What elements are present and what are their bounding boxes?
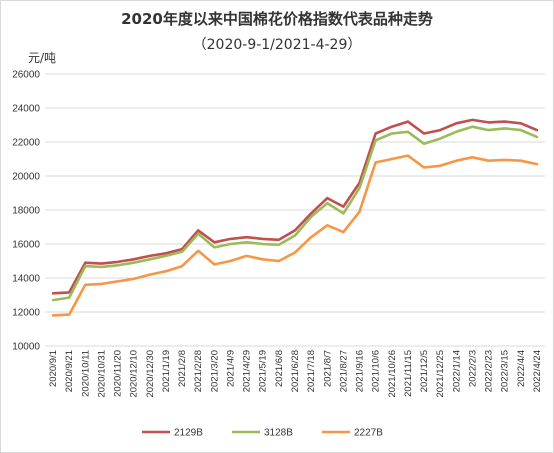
x-tick-label: 2021/7/18 — [306, 350, 317, 392]
y-axis-unit: 元/吨 — [28, 51, 56, 65]
x-tick-label: 2020/10/31 — [96, 350, 107, 398]
y-tick-label: 22000 — [12, 138, 40, 149]
x-tick-label: 2021/12/5 — [419, 350, 430, 392]
x-tick-label: 2022/3/15 — [500, 350, 511, 392]
chart-subtitle: （2020-9-1/2021-4-29） — [193, 37, 362, 53]
y-tick-label: 26000 — [12, 70, 40, 81]
y-tick-label: 10000 — [12, 342, 40, 353]
y-tick-label: 18000 — [12, 206, 40, 217]
y-tick-label: 14000 — [12, 274, 40, 285]
chart-title: 2020年度以来中国棉花价格指数代表品种走势 — [121, 10, 433, 28]
x-tick-label: 2021/10/26 — [387, 350, 398, 398]
x-tick-label: 2020/9/1 — [48, 350, 59, 387]
x-tick-label: 2022/2/3 — [467, 350, 478, 387]
x-tick-label: 2021/6/28 — [290, 350, 301, 392]
x-tick-label: 2022/4/4 — [516, 350, 527, 387]
y-tick-label: 12000 — [12, 308, 40, 319]
y-tick-label: 16000 — [12, 240, 40, 251]
x-tick-label: 2022/4/24 — [532, 350, 543, 392]
x-tick-label: 2021/8/7 — [322, 350, 333, 387]
grid-lines — [45, 73, 545, 347]
x-tick-label: 2020/11/20 — [113, 350, 124, 397]
legend: 2129B 3128B 2227B — [142, 428, 383, 439]
series-lines — [51, 118, 539, 317]
x-tick-label: 2020/12/30 — [145, 350, 156, 398]
x-tick-label: 2021/9/16 — [355, 350, 366, 392]
x-tick-label: 2020/9/21 — [64, 350, 75, 392]
x-tick-label: 2021/2/8 — [177, 350, 188, 387]
x-tick-label: 2021/4/9 — [225, 350, 236, 387]
x-tick-label: 2021/4/29 — [242, 350, 253, 392]
x-tick-label: 2020/12/10 — [129, 350, 140, 398]
x-tick-label: 2022/1/14 — [451, 350, 462, 392]
series-line-3128B — [51, 125, 539, 302]
x-axis-ticks: 2020/9/1 2020/9/21 2020/10/11 2020/10/31 202… — [48, 350, 543, 398]
legend-label: 2227B — [354, 428, 383, 439]
legend-label: 3128B — [264, 428, 293, 439]
x-tick-label: 2021/2/28 — [193, 350, 204, 392]
x-tick-label: 2021/5/19 — [258, 350, 269, 392]
series-line-2129B — [51, 118, 539, 295]
x-tick-label: 2021/3/20 — [209, 350, 220, 392]
x-tick-label: 2022/2/23 — [484, 350, 495, 392]
legend-label: 2129B — [174, 428, 203, 439]
x-tick-label: 2021/10/6 — [371, 350, 382, 392]
x-tick-label: 2021/12/25 — [435, 350, 446, 398]
x-tick-label: 2020/10/11 — [80, 350, 91, 397]
x-tick-label: 2021/8/27 — [338, 350, 349, 392]
x-tick-label: 2021/11/15 — [403, 350, 414, 397]
x-tick-label: 2021/1/19 — [161, 350, 172, 392]
y-axis-ticks: 10000 12000 14000 16000 18000 20000 22000 24000… — [12, 70, 40, 353]
x-tick-label: 2021/6/8 — [274, 350, 285, 387]
y-tick-label: 20000 — [12, 172, 40, 183]
series-line-2227B — [51, 154, 539, 317]
y-tick-label: 24000 — [12, 104, 40, 115]
